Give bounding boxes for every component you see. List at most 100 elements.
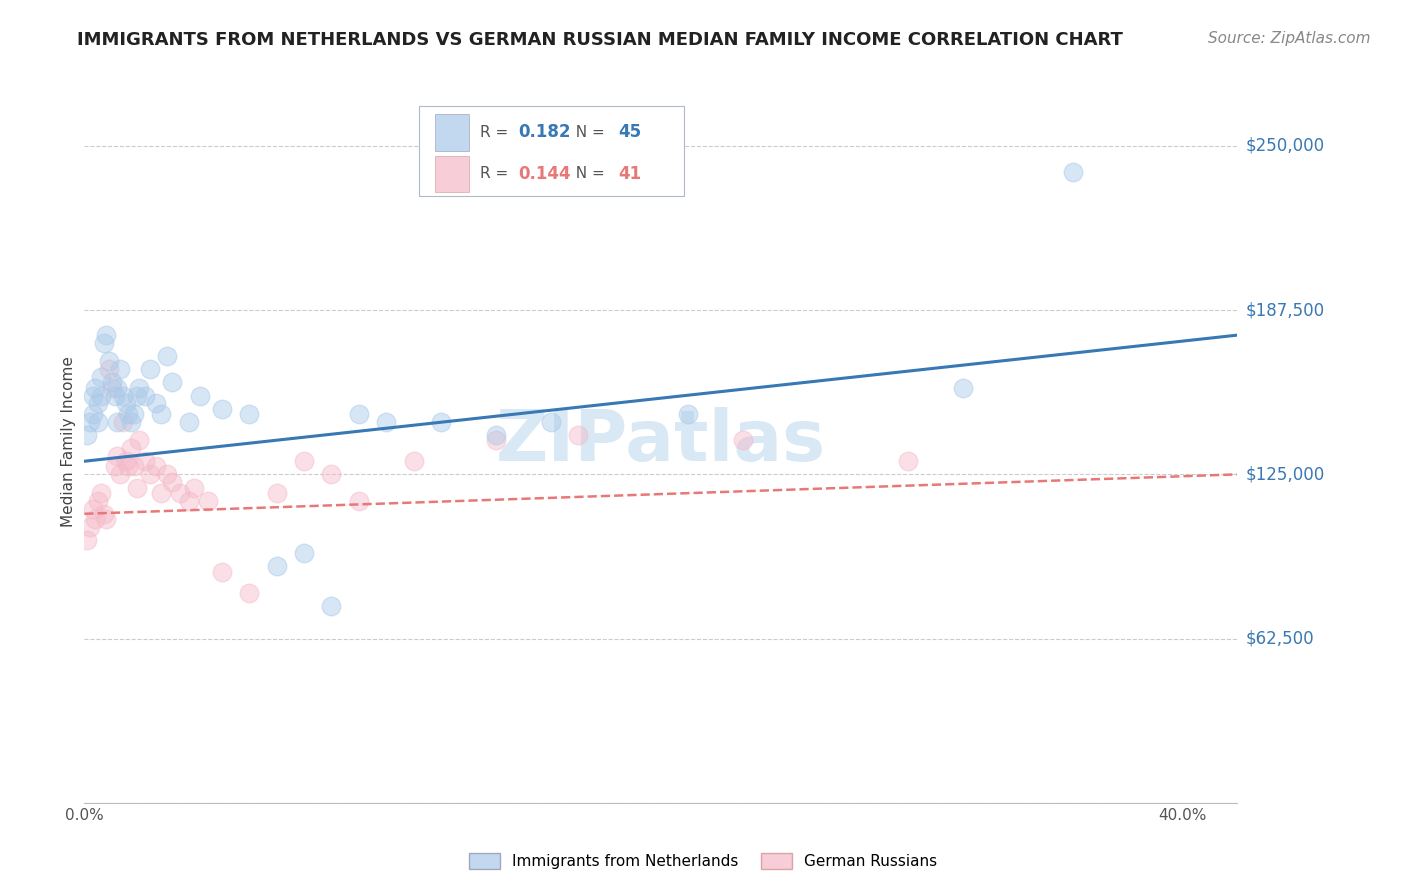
Point — [122, 459, 145, 474]
Point — [321, 467, 343, 482]
Text: IMMIGRANTS FROM NETHERLANDS VS GERMAN RUSSIAN MEDIAN FAMILY INCOME CORRELATION C: IMMIGRANTS FROM NETHERLANDS VS GERMAN RU… — [77, 31, 1123, 49]
Point — [105, 415, 128, 429]
Point — [292, 546, 315, 560]
Point — [150, 407, 173, 421]
Point — [120, 415, 142, 429]
Point — [733, 434, 755, 448]
Point — [156, 467, 179, 482]
Point — [105, 381, 128, 395]
Point — [105, 449, 128, 463]
Point — [87, 396, 110, 410]
Point — [160, 376, 183, 390]
Point — [93, 336, 115, 351]
Text: 45: 45 — [619, 123, 641, 142]
Text: 41: 41 — [619, 165, 641, 183]
Point — [101, 381, 124, 395]
Text: $250,000: $250,000 — [1246, 137, 1324, 155]
Point — [84, 381, 107, 395]
Text: ZIPatlas: ZIPatlas — [496, 407, 825, 476]
Point — [1062, 165, 1084, 179]
FancyBboxPatch shape — [419, 105, 683, 196]
Point — [177, 493, 200, 508]
Point — [125, 481, 148, 495]
Point — [96, 328, 118, 343]
Point — [79, 415, 101, 429]
Point — [82, 388, 104, 402]
Text: R =: R = — [479, 167, 513, 181]
Point — [188, 388, 211, 402]
Text: $187,500: $187,500 — [1246, 301, 1324, 319]
Point — [266, 559, 288, 574]
Point — [238, 585, 260, 599]
FancyBboxPatch shape — [434, 114, 470, 151]
Point — [211, 401, 233, 416]
Point — [90, 485, 112, 500]
Point — [430, 415, 453, 429]
Point — [567, 428, 589, 442]
Point — [485, 428, 508, 442]
Text: $125,000: $125,000 — [1246, 466, 1324, 483]
Point — [122, 407, 145, 421]
Point — [79, 520, 101, 534]
Point — [238, 407, 260, 421]
Point — [145, 396, 167, 410]
Point — [347, 493, 370, 508]
Point — [183, 481, 205, 495]
Point — [108, 467, 131, 482]
Text: 0.182: 0.182 — [517, 123, 571, 142]
Point — [90, 388, 112, 402]
Point — [103, 388, 125, 402]
Text: 0.144: 0.144 — [517, 165, 571, 183]
Point — [156, 349, 179, 363]
Point — [82, 407, 104, 421]
Y-axis label: Median Family Income: Median Family Income — [60, 356, 76, 527]
Point — [76, 533, 98, 547]
Point — [120, 441, 142, 455]
Point — [128, 434, 150, 448]
Point — [169, 485, 191, 500]
Point — [134, 454, 156, 468]
Legend: Immigrants from Netherlands, German Russians: Immigrants from Netherlands, German Russ… — [463, 847, 943, 875]
Point — [134, 388, 156, 402]
Text: N =: N = — [567, 125, 610, 140]
Point — [375, 415, 398, 429]
FancyBboxPatch shape — [434, 156, 470, 192]
Point — [93, 507, 115, 521]
Point — [485, 434, 508, 448]
Point — [292, 454, 315, 468]
Point — [84, 512, 107, 526]
Point — [117, 459, 139, 474]
Text: R =: R = — [479, 125, 513, 140]
Point — [139, 362, 162, 376]
Point — [177, 415, 200, 429]
Point — [87, 493, 110, 508]
Point — [540, 415, 562, 429]
Point — [321, 599, 343, 613]
Point — [678, 407, 700, 421]
Point — [117, 407, 139, 421]
Text: Source: ZipAtlas.com: Source: ZipAtlas.com — [1208, 31, 1371, 46]
Point — [76, 428, 98, 442]
Point — [128, 381, 150, 395]
Point — [266, 485, 288, 500]
Point — [211, 565, 233, 579]
Point — [139, 467, 162, 482]
Point — [108, 362, 131, 376]
Point — [98, 362, 121, 376]
Point — [98, 354, 121, 368]
Point — [90, 370, 112, 384]
Point — [150, 485, 173, 500]
Point — [96, 512, 118, 526]
Point — [125, 388, 148, 402]
Point — [111, 388, 134, 402]
Text: N =: N = — [567, 167, 610, 181]
Point — [82, 501, 104, 516]
Point — [197, 493, 219, 508]
Point — [114, 396, 136, 410]
Point — [145, 459, 167, 474]
Point — [897, 454, 920, 468]
Point — [402, 454, 425, 468]
Point — [103, 459, 125, 474]
Point — [111, 415, 134, 429]
Point — [347, 407, 370, 421]
